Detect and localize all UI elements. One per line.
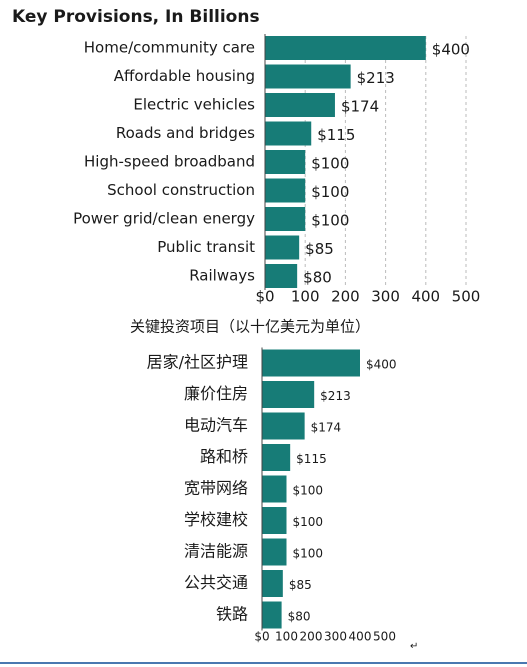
value-label: $400 (366, 358, 397, 372)
x-tick-label: $0 (255, 288, 274, 306)
value-label: $115 (296, 452, 327, 466)
category-label: Public transit (157, 238, 255, 256)
value-label: $100 (293, 515, 324, 529)
value-label: $400 (432, 41, 470, 59)
value-label: $213 (320, 389, 351, 403)
bar (262, 381, 315, 408)
bar (262, 538, 287, 566)
x-tick-label: 200 (300, 630, 323, 644)
value-label: $100 (311, 212, 349, 230)
bar (262, 507, 287, 534)
x-tick-label: 100 (275, 630, 298, 644)
category-label: Power grid/clean energy (73, 210, 255, 228)
value-label: $80 (303, 269, 332, 287)
category-label: Electric vehicles (133, 96, 255, 114)
category-label: 居家/社区护理 (147, 353, 248, 372)
category-label: School construction (107, 181, 255, 199)
value-label: $100 (311, 155, 349, 173)
category-label: Railways (189, 267, 255, 285)
bar (265, 178, 306, 203)
category-label: 公共交通 (184, 573, 248, 592)
bar (265, 93, 335, 117)
x-tick-label: 500 (452, 288, 481, 306)
category-label: 电动汽车 (184, 416, 248, 435)
value-label: $80 (288, 610, 311, 624)
x-tick-label: 300 (371, 288, 400, 306)
value-label: $213 (357, 69, 395, 87)
bar (265, 150, 306, 174)
chart-title: 关键投资项目（以十亿美元为单位） (130, 318, 370, 336)
bar (262, 412, 305, 440)
bar (265, 121, 312, 146)
x-tick-label: 100 (291, 288, 320, 306)
value-label: $174 (311, 421, 342, 435)
value-label: $174 (341, 98, 379, 116)
category-label: Home/community care (84, 39, 255, 57)
category-label: 铁路 (216, 605, 248, 624)
bar (265, 235, 300, 260)
bar (262, 349, 360, 377)
value-label: $85 (305, 240, 334, 258)
bar (265, 207, 306, 231)
value-label: $100 (293, 484, 324, 498)
bar (262, 570, 283, 597)
bar (262, 475, 287, 503)
category-label: 清洁能源 (184, 542, 248, 561)
x-tick-label: 200 (331, 288, 360, 306)
value-label: $115 (317, 126, 355, 144)
category-label: High-speed broadband (84, 153, 255, 171)
x-tick-label: 300 (324, 630, 347, 644)
category-label: 路和桥 (200, 447, 248, 466)
chart-title: Key Provisions, In Billions (12, 7, 260, 27)
category-label: Roads and bridges (116, 124, 255, 142)
value-label: $100 (293, 547, 324, 561)
category-label: 宽带网络 (184, 479, 248, 498)
value-label: $85 (289, 578, 312, 592)
bar (262, 601, 282, 629)
category-label: 学校建校 (184, 510, 248, 529)
bar (265, 36, 426, 60)
x-tick-label: 500 (373, 630, 396, 644)
x-tick-label: 400 (349, 630, 372, 644)
category-label: 廉价住房 (184, 384, 248, 403)
bar (262, 444, 291, 471)
value-label: $100 (311, 183, 349, 201)
x-tick-label: 400 (411, 288, 440, 306)
bar (265, 64, 351, 89)
x-tick-label: $0 (254, 630, 269, 644)
category-label: Affordable housing (114, 67, 255, 85)
paragraph-mark: ↵ (410, 641, 418, 652)
bar (265, 264, 298, 288)
